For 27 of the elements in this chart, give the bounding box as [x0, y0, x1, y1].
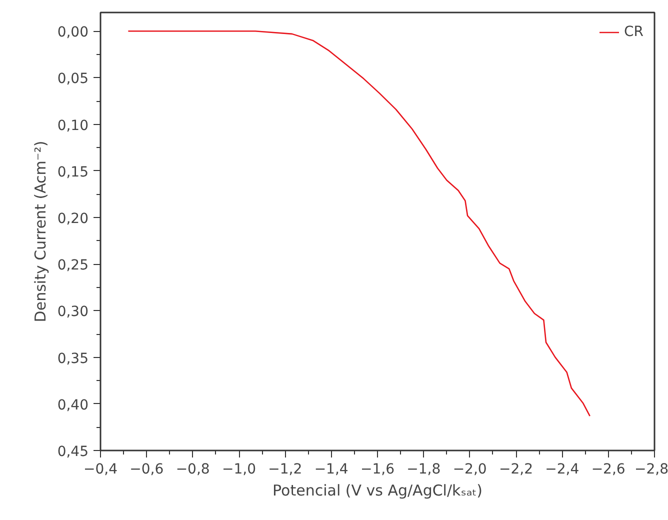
x-tick-label: −1,0: [222, 462, 256, 478]
x-tick-label: −1,2: [268, 462, 302, 478]
x-tick-label: −1,8: [406, 462, 441, 478]
y-tick-label: 0,45: [57, 444, 88, 460]
y-tick-label: 0,30: [57, 304, 88, 320]
x-tick-label: −0,6: [130, 462, 164, 478]
x-tick-label: −2,6: [591, 462, 626, 478]
y-tick-label: 0,35: [57, 350, 88, 367]
y-tick-label: 0,15: [57, 164, 88, 180]
x-tick-label: −2,2: [499, 462, 533, 478]
legend-label: CR: [624, 24, 644, 40]
y-tick-label: 0,05: [57, 71, 88, 88]
y-tick-label: 0,25: [57, 258, 88, 274]
x-tick-label: −1,6: [360, 462, 395, 478]
x-tick-label: −0,4: [84, 462, 118, 478]
y-tick-label: 0,20: [57, 211, 88, 228]
x-tick-label: −1,4: [314, 462, 348, 478]
y-tick-label: 0,40: [57, 397, 88, 414]
line-series: [128, 30, 591, 417]
x-tick-label: −0,8: [176, 462, 210, 478]
y-axis-title: Density Current (Acm⁻²): [31, 140, 50, 322]
x-tick-label: −2,8: [634, 462, 668, 478]
x-axis-title: Potencial (V vs Ag/AgCl/kₛₐₜ): [272, 482, 482, 500]
y-tick-label: 0,10: [57, 118, 88, 134]
y-tick-label: 0,00: [57, 24, 88, 41]
x-tick-label: −2,4: [545, 462, 580, 478]
x-tick-label: −2,0: [452, 462, 487, 478]
